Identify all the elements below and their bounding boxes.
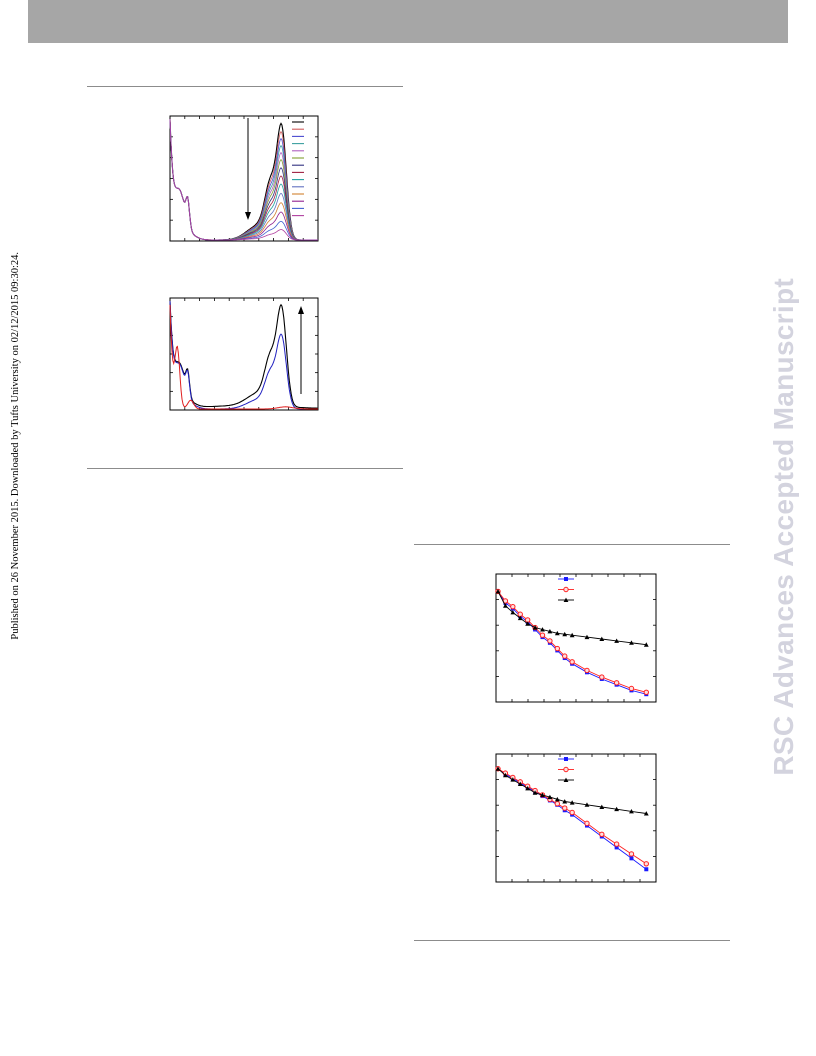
- triangle-marker: [503, 603, 508, 608]
- circle-marker: [562, 653, 568, 659]
- triangle-marker: [569, 632, 575, 638]
- circle-marker: [599, 831, 605, 837]
- spectrum-line-mid: [169, 300, 318, 410]
- circle-marker: [562, 805, 568, 811]
- circle-marker: [628, 685, 635, 692]
- legend-square: [564, 757, 568, 761]
- triangle-marker: [643, 811, 649, 816]
- triangle-marker: [525, 621, 531, 626]
- published-note: Published on 26 November 2015. Downloade…: [4, 246, 26, 646]
- circle-marker: [569, 809, 575, 816]
- triangle-marker: [495, 766, 501, 771]
- triangle-marker: [562, 631, 568, 637]
- triangle-marker: [599, 804, 605, 809]
- legend-triangle: [563, 597, 569, 602]
- triangle-marker: [517, 781, 523, 787]
- circle-marker: [569, 659, 575, 665]
- square-marker: [614, 845, 619, 850]
- spectra-chart-decreasing: [169, 115, 319, 242]
- triangle-marker: [629, 640, 634, 645]
- triangle-marker: [554, 796, 560, 802]
- spectrum-line-initial: [169, 304, 318, 410]
- square-marker: [629, 856, 634, 861]
- bottom-right-rule: [414, 940, 730, 941]
- triangle-marker: [547, 628, 553, 634]
- published-note-text: Published on 26 November 2015. Downloade…: [9, 252, 21, 640]
- circle-marker: [613, 841, 620, 847]
- triangle-marker: [532, 790, 538, 795]
- triangle-marker: [599, 636, 605, 641]
- triangle-marker: [510, 609, 516, 615]
- journal-header-bar: [28, 0, 788, 43]
- triangle-marker: [532, 625, 538, 630]
- legend-circle: [563, 586, 569, 593]
- plot-frame: [495, 573, 657, 703]
- triangle-marker: [584, 802, 590, 807]
- triangle-marker: [643, 642, 649, 647]
- triangle-marker: [540, 627, 545, 632]
- circle-marker: [510, 603, 516, 610]
- triangle-marker: [629, 808, 634, 814]
- triangle-marker: [584, 634, 590, 640]
- series-line-1: [497, 768, 647, 865]
- triangle-marker: [614, 638, 620, 643]
- triangle-marker: [614, 806, 620, 812]
- legend-triangle: [563, 777, 569, 782]
- circle-marker: [643, 689, 649, 695]
- triangle-marker: [569, 800, 575, 805]
- triangle-marker: [525, 786, 531, 791]
- decrease-arrow-head: [245, 212, 251, 220]
- square-marker: [644, 867, 649, 872]
- legend-square: [564, 577, 568, 581]
- triangle-marker: [554, 630, 560, 636]
- series-line-1: [497, 591, 647, 693]
- circle-marker: [643, 861, 649, 867]
- watermark-text: RSC Advances Accepted Manuscript: [768, 278, 799, 776]
- triangle-marker: [503, 772, 508, 778]
- triangle-marker: [517, 615, 523, 621]
- increase-arrow-head: [298, 306, 304, 314]
- plot-frame: [169, 115, 319, 242]
- series-line-2: [497, 768, 647, 814]
- circle-marker: [584, 667, 590, 674]
- circle-marker: [599, 674, 605, 680]
- spectrum-line: [169, 118, 318, 241]
- series-line-0: [497, 768, 647, 870]
- plot-frame: [169, 297, 319, 411]
- spectra-chart-increasing: [169, 297, 319, 411]
- triangle-marker: [562, 799, 568, 804]
- top-left-rule: [87, 86, 403, 87]
- circle-marker: [539, 632, 546, 638]
- circle-marker: [554, 801, 561, 807]
- circle-marker: [547, 638, 553, 644]
- series-line-0: [497, 591, 647, 695]
- mid-left-rule: [87, 468, 403, 469]
- circle-marker: [613, 680, 620, 686]
- triangle-marker: [495, 589, 501, 594]
- triangle-marker: [547, 794, 553, 800]
- watermark: RSC Advances Accepted Manuscript: [760, 246, 808, 808]
- circle-marker: [584, 820, 590, 827]
- triangle-marker: [510, 777, 516, 782]
- circle-marker: [554, 645, 561, 652]
- kinetics-chart-top: [495, 573, 657, 703]
- spectrum-line-final: [169, 300, 318, 409]
- series-line-2: [497, 591, 647, 646]
- top-right-rule: [414, 544, 730, 545]
- circle-marker: [628, 851, 635, 857]
- kinetics-chart-bottom: [495, 753, 657, 883]
- triangle-marker: [540, 792, 545, 797]
- legend-circle: [563, 766, 569, 773]
